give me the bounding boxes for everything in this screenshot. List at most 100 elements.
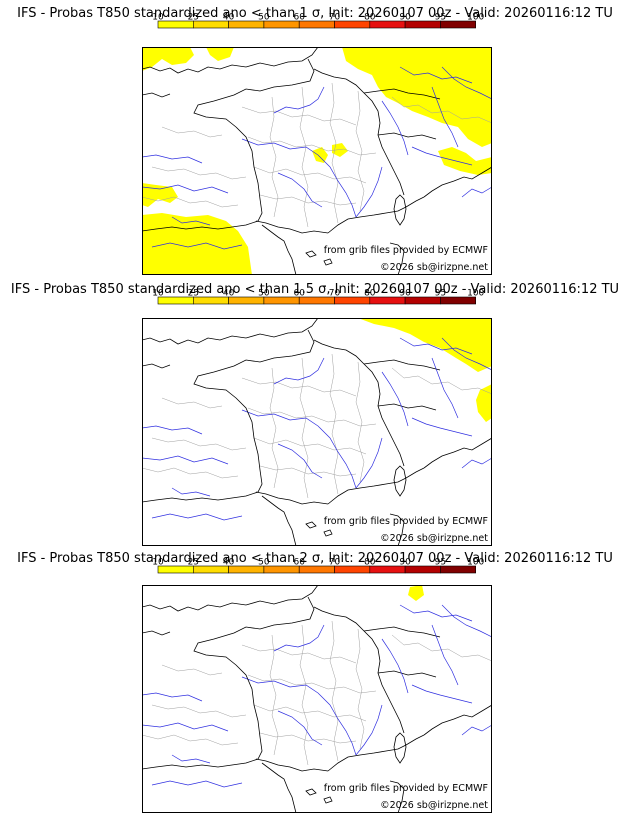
probability-area [312, 147, 328, 163]
coastline [142, 318, 319, 345]
river [355, 437, 383, 489]
colorbar-tick-label: 50 [258, 13, 270, 23]
colorbar-tick-label: 70 [329, 289, 341, 299]
colorbar-tick-label: 70 [329, 13, 341, 23]
map-frame [142, 318, 492, 546]
country-border [313, 339, 405, 467]
probability-area [408, 585, 424, 601]
colorbar-tick-label: 60 [293, 13, 305, 23]
river [142, 455, 229, 465]
colorbar-tick-label: 70 [329, 558, 341, 568]
coastline [423, 704, 492, 736]
river [171, 754, 211, 764]
river [317, 425, 357, 489]
river [273, 357, 325, 385]
coastline [393, 194, 407, 226]
coastline [261, 224, 297, 275]
river [273, 86, 325, 114]
admin-border [253, 704, 367, 722]
probability-map: from grib files provided by ECMWF ©2026 s… [142, 47, 492, 275]
admin-border [253, 437, 367, 455]
river [399, 604, 473, 622]
river [431, 86, 459, 148]
river [171, 216, 211, 226]
probability-area [332, 143, 348, 157]
river [142, 722, 229, 732]
colorbar-tick-label: 80 [364, 558, 376, 568]
admin-border [241, 377, 357, 397]
coastline [142, 58, 315, 232]
copyright-credit: ©2026 sb@irizpne.net [380, 262, 488, 273]
coastline [142, 630, 171, 636]
country-border [313, 68, 405, 196]
colorbar-tick-label: 95 [435, 289, 446, 299]
map-background [142, 318, 492, 546]
coastline [305, 250, 317, 258]
probability-area [142, 213, 252, 275]
admin-border [355, 90, 365, 212]
admin-border [299, 86, 309, 228]
colorbar-tick-label: 10 [152, 13, 164, 23]
map-frame [142, 47, 492, 275]
colorbar-tick-label: 25 [188, 13, 199, 23]
admin-border [241, 106, 357, 126]
country-border [363, 626, 441, 638]
admin-border [247, 136, 377, 156]
colorbar-tick-label: 95 [435, 558, 446, 568]
country-border [363, 359, 441, 371]
coastline [423, 437, 492, 469]
river [355, 704, 383, 756]
river [277, 710, 323, 746]
admin-border [142, 196, 239, 208]
map-background [142, 585, 492, 813]
admin-border [391, 634, 492, 662]
admin-border [355, 361, 365, 483]
admin-border [391, 96, 492, 124]
colorbar-tick-label: 10 [152, 289, 164, 299]
map-frame [142, 585, 492, 813]
river [355, 166, 383, 218]
source-credit: from grib files provided by ECMWF [324, 245, 488, 256]
river [277, 443, 323, 479]
colorbar-swatch [440, 296, 476, 305]
river [142, 692, 203, 702]
copyright-credit: ©2026 sb@irizpne.net [380, 533, 488, 544]
river [317, 154, 357, 218]
coastline [305, 521, 317, 529]
panel-title: IFS - Probas T850 standardized ano < tha… [10, 282, 620, 297]
colorbar-tick-label: 90 [399, 558, 411, 568]
colorbar-tick-label: 80 [364, 13, 376, 23]
probability-area [142, 47, 194, 71]
admin-border [161, 126, 223, 138]
admin-border [329, 620, 339, 762]
admin-border [269, 96, 279, 218]
river [142, 184, 229, 194]
admin-border [259, 194, 357, 206]
admin-border [142, 467, 239, 479]
river [461, 457, 492, 469]
coastline [389, 513, 405, 546]
river [151, 780, 243, 788]
colorbar: 10 25 40 50 60 70 80 90 95 100 [152, 13, 485, 29]
colorbar-tick-label: 100 [467, 13, 484, 23]
river [142, 154, 203, 164]
admin-border [247, 674, 377, 694]
panel-title: IFS - Probas T850 standardized ano < tha… [17, 6, 613, 21]
river [241, 138, 319, 156]
river [441, 66, 492, 100]
colorbar-tick-label: 25 [188, 289, 199, 299]
colorbar-tick-label: 10 [152, 558, 164, 568]
map-panel-3: IFS - Probas T850 standardized ano < tha… [0, 545, 630, 815]
colorbar-tick-label: 95 [435, 13, 446, 23]
river [441, 604, 492, 638]
coastline [142, 92, 171, 98]
country-border [377, 403, 437, 411]
river [151, 242, 243, 250]
country-border [363, 88, 441, 100]
admin-border [299, 624, 309, 766]
country-border [313, 606, 405, 734]
river [461, 724, 492, 736]
river [411, 146, 473, 166]
coastline [393, 732, 407, 764]
colorbar-tick-label: 100 [467, 289, 484, 299]
